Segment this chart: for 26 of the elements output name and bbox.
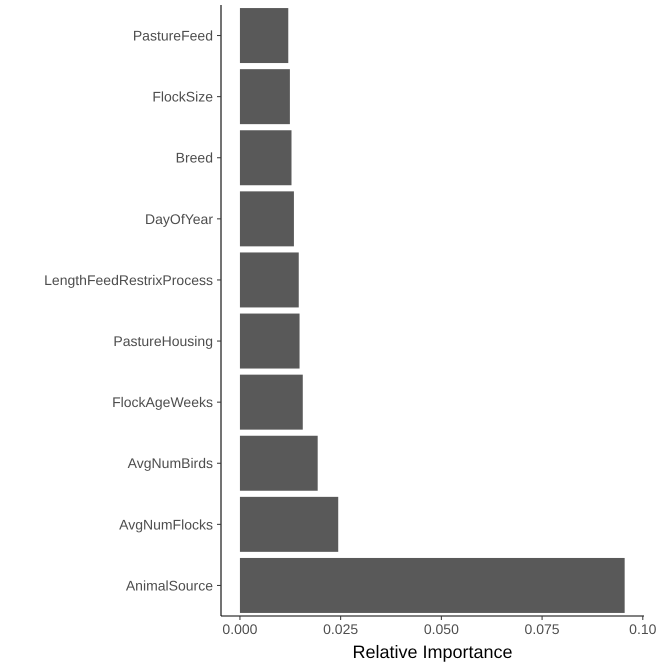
y-tick-label: AvgNumBirds bbox=[128, 455, 213, 472]
x-tick-label: 0.025 bbox=[323, 621, 358, 637]
bar bbox=[240, 130, 292, 186]
bar bbox=[240, 558, 625, 613]
y-tick-label: AnimalSource bbox=[126, 577, 214, 594]
bar bbox=[240, 8, 288, 64]
y-tick-label: FlockAgeWeeks bbox=[112, 394, 213, 410]
bar bbox=[240, 252, 299, 308]
bar bbox=[240, 191, 294, 246]
y-tick-label: FlockSize bbox=[152, 88, 214, 105]
y-tick-label: LengthFeedRestrixProcess bbox=[44, 272, 213, 288]
x-tick-label: 0.000 bbox=[222, 621, 258, 637]
bar bbox=[240, 496, 338, 552]
x-tick-label: 0.050 bbox=[424, 621, 460, 637]
bar bbox=[240, 314, 300, 369]
y-tick-label: AvgNumFlocks bbox=[119, 516, 213, 532]
y-tick-label: Breed bbox=[176, 150, 213, 166]
x-tick-label: 0.10 bbox=[629, 621, 657, 637]
bar bbox=[240, 374, 303, 430]
y-tick-label: PastureHousing bbox=[113, 332, 213, 349]
x-axis-title: Relative Importance bbox=[352, 642, 513, 662]
bar bbox=[240, 69, 290, 124]
x-tick-label: 0.075 bbox=[524, 621, 560, 637]
bar bbox=[240, 436, 318, 491]
y-tick-label: PastureFeed bbox=[132, 27, 213, 44]
y-tick-label: DayOfYear bbox=[145, 210, 214, 227]
